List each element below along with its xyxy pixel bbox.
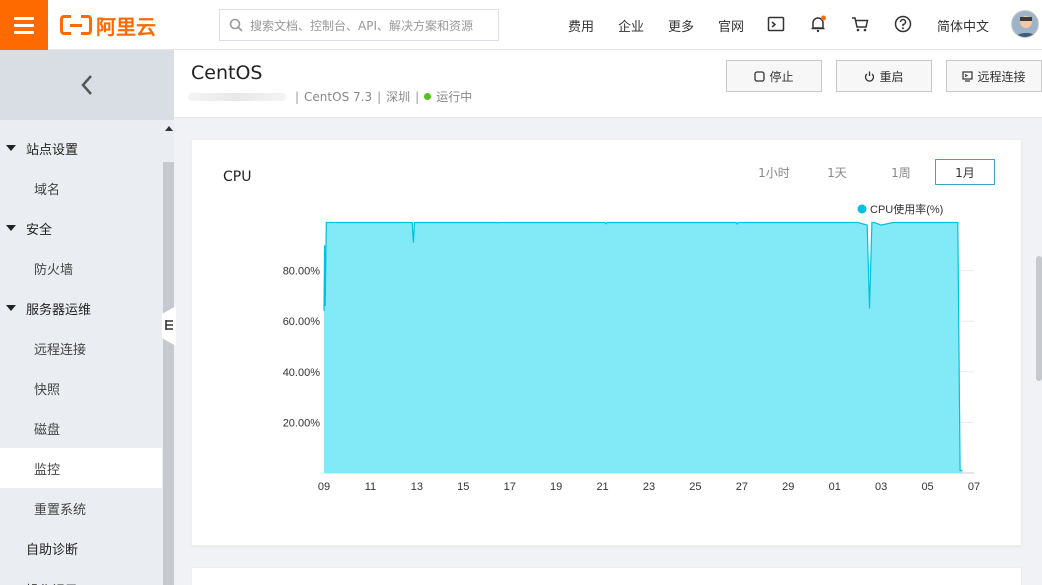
scroll-up-icon[interactable] (165, 126, 173, 131)
sidebar-menu: 站点设置 域名 安全 防火墙 服务器运维 远程连接 快照 磁盘 监控 重置系统 … (0, 120, 162, 585)
sidebar-item-remote-connect[interactable]: 远程连接 (34, 342, 87, 358)
nav-billing[interactable]: 费用 (568, 20, 595, 35)
terminal-icon[interactable] (767, 15, 785, 33)
search-placeholder: 搜索文档、控制台、API、解决方案和资源 (250, 18, 473, 33)
sidebar-group-label: 服务器运维 (26, 302, 92, 318)
x-tick-label: 11 (365, 481, 376, 493)
caret-down-icon (6, 145, 16, 151)
x-tick-label: 01 (829, 481, 841, 493)
x-tick-label: 25 (689, 481, 701, 493)
stop-icon (754, 70, 766, 82)
instance-header: CentOS | CentOS 7.3 | 深圳 | 运行中 停止 重启 远程连… (174, 50, 1042, 118)
cpu-area (324, 222, 963, 473)
sidebar-group-server-ops[interactable]: 服务器运维 (0, 288, 162, 328)
instance-meta: | CentOS 7.3 | 深圳 | 运行中 (188, 88, 472, 105)
nav-more[interactable]: 更多 (668, 20, 695, 35)
bell-icon[interactable] (809, 15, 827, 33)
search-icon (229, 18, 243, 32)
sidebar-item-snapshot[interactable]: 快照 (34, 382, 61, 398)
os-version: CentOS 7.3 (304, 89, 373, 104)
next-card (191, 567, 1022, 585)
avatar-icon (1012, 11, 1038, 37)
range-1-day[interactable]: 1天 (827, 165, 847, 180)
masked-ip (188, 92, 286, 101)
cpu-line (323, 221, 963, 472)
help-icon[interactable] (894, 15, 912, 33)
legend-swatch (857, 204, 867, 214)
range-1-hour[interactable]: 1小时 (758, 165, 790, 180)
nav-official-site[interactable]: 官网 (718, 20, 745, 35)
remote-connect-label: 远程连接 (977, 69, 1026, 84)
nav-enterprise[interactable]: 企业 (618, 20, 645, 35)
x-tick-label: 09 (318, 481, 330, 493)
menu-icon[interactable] (0, 0, 48, 50)
restart-label: 重启 (879, 69, 904, 84)
x-tick-label: 05 (921, 481, 933, 493)
remote-connect-button[interactable]: 远程连接 (946, 60, 1042, 92)
range-1-week[interactable]: 1周 (891, 165, 911, 180)
scrollbar-thumb[interactable] (1036, 256, 1042, 381)
sidebar-group-label: 安全 (26, 222, 53, 238)
sidebar-collapse-button[interactable] (0, 50, 174, 120)
caret-down-icon (6, 305, 16, 311)
content-scrollbar[interactable] (1036, 118, 1042, 585)
x-tick-label: 15 (457, 481, 469, 493)
page-title: CentOS (191, 62, 263, 84)
logo-mark-icon (60, 15, 92, 35)
status-badge: 运行中 (436, 90, 473, 104)
chevron-left-icon (81, 75, 92, 95)
stop-label: 停止 (769, 69, 794, 84)
legend-label: CPU使用率(%) (870, 202, 943, 216)
list-icon (165, 320, 173, 330)
scrollbar-thumb[interactable] (163, 162, 174, 585)
region: 深圳 (386, 90, 411, 104)
range-1-month[interactable]: 1月 (935, 159, 995, 185)
sidebar-group-security[interactable]: 安全 (0, 208, 162, 248)
sidebar-group-site-settings[interactable]: 站点设置 (0, 128, 162, 168)
stop-button[interactable]: 停止 (726, 60, 822, 92)
caret-down-icon (6, 225, 16, 231)
x-tick-label: 03 (875, 481, 887, 493)
sidebar-scrollbar[interactable] (163, 120, 174, 585)
cpu-chart: 20.00% 40.00% 60.00% 80.00% 09 11 13 15 17 19 21 23… (283, 202, 980, 493)
y-tick-label: 20.00% (283, 417, 321, 429)
y-tick-label: 80.00% (283, 266, 321, 278)
card-title: CPU (223, 169, 252, 185)
x-tick-label: 19 (550, 481, 562, 493)
cart-icon[interactable] (851, 15, 869, 33)
restart-button[interactable]: 重启 (836, 60, 932, 92)
y-tick-label: 60.00% (283, 316, 321, 328)
sidebar-group-label: 站点设置 (26, 142, 79, 158)
sidebar-item-reset-system[interactable]: 重置系统 (34, 502, 87, 518)
sidebar-item-disk[interactable]: 磁盘 (34, 422, 61, 438)
x-tick-label: 29 (782, 481, 794, 493)
y-tick-label: 40.00% (283, 367, 321, 379)
x-tick-label: 17 (504, 481, 516, 493)
x-tick-label: 07 (968, 481, 980, 493)
x-tick-label: 23 (643, 481, 655, 493)
aliyun-logo[interactable]: 阿里云 (60, 12, 156, 39)
x-tick-label: 21 (596, 481, 608, 493)
sidebar-item-domain[interactable]: 域名 (34, 182, 61, 198)
separator: | (377, 89, 382, 104)
search-input[interactable]: 搜索文档、控制台、API、解决方案和资源 (219, 9, 499, 41)
language-switch[interactable]: 简体中文 (937, 20, 990, 35)
sidebar-item-operation-log[interactable]: 操作记录 (0, 568, 162, 585)
top-navbar: 阿里云 搜索文档、控制台、API、解决方案和资源 费用 企业 更多 官网 简体中… (0, 0, 1042, 50)
logo-text: 阿里云 (96, 14, 156, 39)
sidebar-item-monitor[interactable]: 监控 (0, 448, 162, 488)
sidebar: 站点设置 域名 安全 防火墙 服务器运维 远程连接 快照 磁盘 监控 重置系统 … (0, 50, 176, 585)
sidebar-toggle-handle[interactable] (162, 306, 176, 346)
x-tick-label: 27 (736, 481, 748, 493)
cpu-chart-card: CPU 1小时 1天 1周 1月 20.00% 40.00% 60.00% 80.00… (191, 139, 1022, 546)
avatar[interactable] (1011, 10, 1039, 38)
sidebar-item-self-diagnosis[interactable]: 自助诊断 (26, 542, 79, 558)
x-tick-label: 13 (411, 481, 423, 493)
separator: | (295, 89, 300, 104)
monitor-icon (962, 70, 974, 82)
sidebar-item-firewall[interactable]: 防火墙 (34, 262, 74, 278)
status-dot-icon (424, 93, 432, 100)
separator: | (415, 89, 420, 104)
power-icon (865, 71, 875, 82)
